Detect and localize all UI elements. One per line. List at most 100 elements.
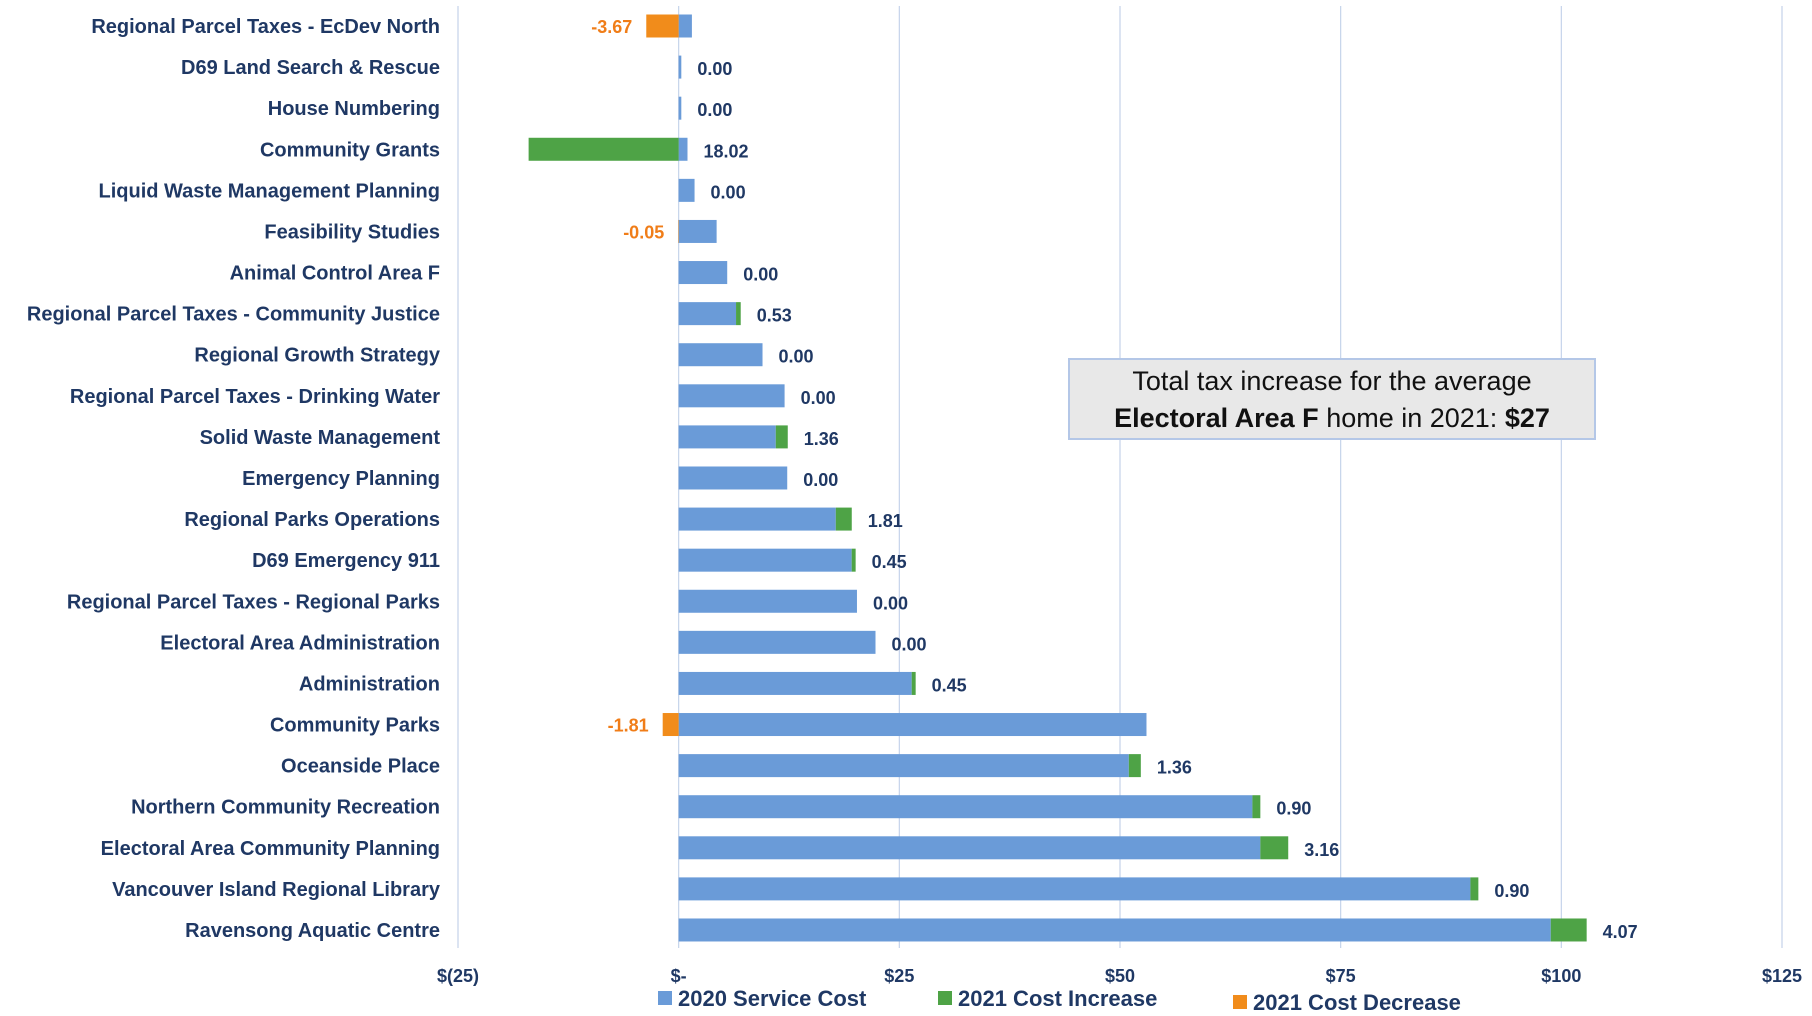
data-label-5: -0.05 — [623, 222, 664, 242]
bar-cost-decrease-0 — [646, 15, 678, 38]
category-label-13: D69 Emergency 911 — [252, 550, 440, 572]
data-label-22: 4.07 — [1603, 922, 1638, 942]
category-label-19: Northern Community Recreation — [131, 797, 440, 819]
bar-service-cost-1 — [679, 56, 682, 79]
data-label-10: 1.36 — [804, 429, 839, 449]
bar-cost-increase-18 — [1129, 754, 1141, 777]
category-label-9: Regional Parcel Taxes - Drinking Water — [70, 386, 440, 408]
bar-service-cost-5 — [679, 220, 717, 243]
callout-area-name: Electoral Area F — [1114, 403, 1319, 433]
category-label-15: Electoral Area Administration — [160, 632, 440, 654]
bar-service-cost-2 — [679, 97, 682, 120]
category-label-2: House Numbering — [268, 98, 440, 120]
bar-service-cost-13 — [679, 549, 852, 572]
category-label-16: Administration — [299, 673, 440, 695]
category-label-6: Animal Control Area F — [230, 263, 440, 285]
bar-service-cost-20 — [679, 836, 1261, 859]
bar-service-cost-6 — [679, 261, 728, 284]
bar-service-cost-12 — [679, 508, 836, 531]
bar-cost-increase-20 — [1260, 836, 1288, 859]
data-label-14: 0.00 — [873, 593, 908, 613]
data-label-11: 0.00 — [803, 470, 838, 490]
category-label-5: Feasibility Studies — [264, 221, 440, 243]
callout-amount: $27 — [1505, 403, 1550, 433]
x-tick-label-0: $(25) — [437, 966, 479, 986]
category-label-0: Regional Parcel Taxes - EcDev North — [91, 16, 440, 38]
bar-service-cost-18 — [679, 754, 1129, 777]
bar-service-cost-21 — [679, 877, 1471, 900]
bar-service-cost-4 — [679, 179, 695, 202]
category-label-1: D69 Land Search & Rescue — [181, 57, 440, 79]
data-label-15: 0.00 — [892, 634, 927, 654]
category-label-4: Liquid Waste Management Planning — [98, 180, 440, 202]
bar-cost-increase-16 — [912, 672, 916, 695]
bar-service-cost-0 — [679, 15, 692, 38]
data-label-19: 0.90 — [1276, 799, 1311, 819]
legend-swatch-2 — [1233, 995, 1247, 1009]
data-label-3: 18.02 — [703, 141, 748, 161]
legend-swatch-0 — [658, 991, 672, 1005]
legend-label-2: 2021 Cost Decrease — [1253, 990, 1461, 1015]
bar-service-cost-8 — [679, 343, 763, 366]
bar-cost-increase-12 — [836, 508, 852, 531]
x-tick-label-4: $75 — [1326, 966, 1356, 986]
category-label-17: Community Parks — [270, 715, 440, 737]
category-label-18: Oceanside Place — [281, 756, 440, 778]
data-label-8: 0.00 — [779, 347, 814, 367]
bar-cost-increase-19 — [1252, 795, 1260, 818]
data-label-2: 0.00 — [697, 100, 732, 120]
category-label-20: Electoral Area Community Planning — [101, 838, 440, 860]
bar-cost-increase-10 — [776, 425, 788, 448]
bar-cost-increase-21 — [1470, 877, 1478, 900]
category-label-12: Regional Parks Operations — [184, 509, 440, 531]
legend: 2020 Service Cost 2021 Cost Increase 2021 … — [658, 986, 1461, 1015]
total-increase-callout: Total tax increase for the average Elect… — [1068, 358, 1596, 440]
category-label-3: Community Grants — [260, 139, 440, 161]
bar-service-cost-9 — [679, 384, 785, 407]
category-label-22: Ravensong Aquatic Centre — [185, 920, 440, 942]
bar-cost-increase-7 — [736, 302, 741, 325]
x-tick-label-6: $125 — [1762, 966, 1802, 986]
data-label-9: 0.00 — [801, 388, 836, 408]
category-label-21: Vancouver Island Regional Library — [112, 879, 441, 901]
x-tick-label-3: $50 — [1105, 966, 1135, 986]
category-label-8: Regional Growth Strategy — [194, 345, 440, 367]
category-labels: Regional Parcel Taxes - EcDev North D69 L… — [27, 16, 441, 942]
callout-line-2: Electoral Area F home in 2021: $27 — [1070, 400, 1594, 437]
legend-label-1: 2021 Cost Increase — [958, 986, 1157, 1011]
data-label-6: 0.00 — [743, 265, 778, 285]
data-label-16: 0.45 — [932, 675, 967, 695]
callout-mid-text: home in 2021: — [1319, 403, 1505, 433]
x-tick-label-5: $100 — [1541, 966, 1581, 986]
data-label-4: 0.00 — [711, 182, 746, 202]
bar-cost-decrease-17 — [663, 713, 679, 736]
data-label-17: -1.81 — [608, 716, 649, 736]
bar-service-cost-14 — [679, 590, 857, 613]
legend-label-0: 2020 Service Cost — [678, 986, 867, 1011]
data-label-21: 0.90 — [1494, 881, 1529, 901]
callout-line-1: Total tax increase for the average — [1070, 363, 1594, 400]
legend-swatch-1 — [938, 991, 952, 1005]
bar-cost-increase-3 — [529, 138, 679, 161]
bar-service-cost-19 — [679, 795, 1253, 818]
data-label-0: -3.67 — [591, 17, 632, 37]
bar-service-cost-17 — [679, 713, 1147, 736]
bar-service-cost-3 — [679, 138, 688, 161]
data-label-18: 1.36 — [1157, 758, 1192, 778]
category-label-11: Emergency Planning — [242, 468, 440, 490]
bar-service-cost-22 — [679, 918, 1551, 941]
bar-service-cost-10 — [679, 425, 776, 448]
data-label-20: 3.16 — [1304, 840, 1339, 860]
bar-service-cost-15 — [679, 631, 876, 654]
bars — [529, 15, 1587, 942]
data-label-1: 0.00 — [697, 59, 732, 79]
data-label-7: 0.53 — [757, 306, 792, 326]
data-label-12: 1.81 — [868, 511, 903, 531]
bar-service-cost-11 — [679, 466, 788, 489]
category-label-14: Regional Parcel Taxes - Regional Parks — [67, 591, 440, 613]
bar-cost-increase-22 — [1551, 918, 1587, 941]
x-tick-label-2: $25 — [884, 966, 914, 986]
x-axis-ticks: $(25) $- $25 $50 $75 $100 $125 — [437, 966, 1802, 986]
category-label-7: Regional Parcel Taxes - Community Justic… — [27, 304, 440, 326]
